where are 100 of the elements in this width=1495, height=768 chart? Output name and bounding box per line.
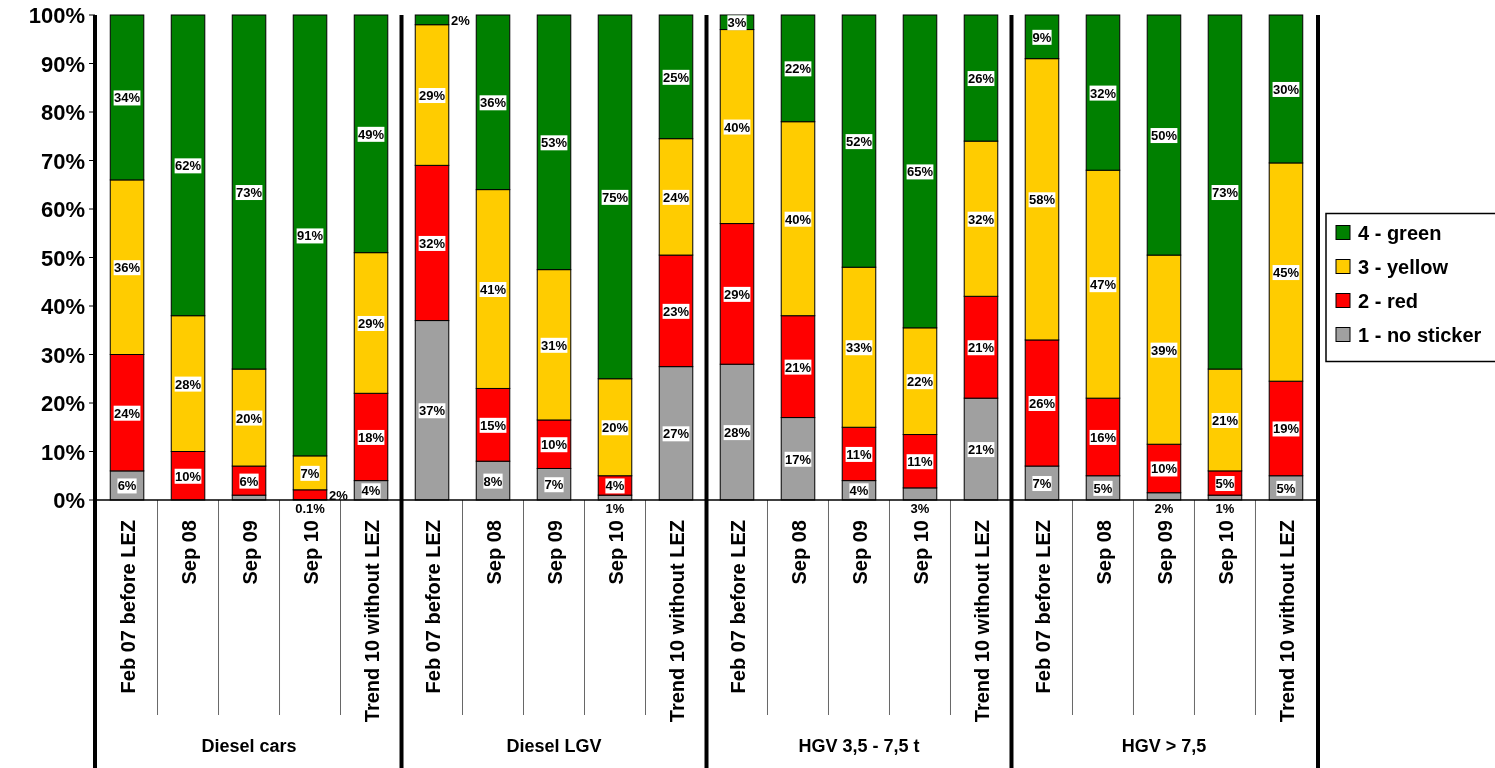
data-label: 21% [1211, 412, 1239, 428]
data-label: 1% [605, 501, 625, 516]
data-label: 50% [1150, 128, 1178, 144]
data-label: 7% [1032, 476, 1052, 492]
data-label: 20% [601, 420, 629, 436]
x-tick-label: Sep 10 [605, 520, 627, 585]
data-label: 47% [1089, 277, 1117, 293]
x-tick-label: Sep 10 [909, 520, 932, 585]
data-label: 16% [1089, 429, 1117, 445]
data-label: 5% [1276, 480, 1296, 496]
y-tick-label: 0% [53, 488, 85, 513]
y-tick-label: 10% [40, 439, 85, 465]
data-label: 73% [236, 185, 263, 201]
y-tick-label: 20% [40, 391, 85, 416]
legend-label: 4 - green [1358, 221, 1442, 244]
data-label: 2% [450, 12, 471, 28]
data-label: 21% [967, 442, 995, 458]
y-tick-label: 80% [40, 100, 85, 125]
data-label: 7% [544, 477, 564, 493]
text: Diesel LGV [506, 736, 602, 756]
x-tick-label: Sep 09 [544, 520, 567, 585]
data-label: 21% [784, 359, 812, 375]
y-tick-label: 90% [40, 51, 85, 77]
data-label: 3% [910, 501, 930, 516]
data-label: 7% [300, 465, 320, 481]
data-label: 36% [479, 95, 507, 111]
data-label: 29% [358, 315, 385, 331]
data-label: 40% [784, 211, 812, 227]
text: HGV > 7,5 [1121, 736, 1207, 756]
x-tick-label: Feb 07 before LEZ [117, 520, 140, 694]
data-label: 39% [1150, 342, 1178, 358]
data-label: 75% [601, 189, 629, 205]
data-label: 10% [540, 437, 568, 453]
data-label: 32% [1089, 85, 1117, 101]
x-tick-label: Sep 08 [788, 520, 810, 585]
data-label: 41% [479, 282, 507, 298]
text: Diesel cars [201, 736, 297, 756]
data-label: 91% [297, 228, 324, 244]
data-label: 24% [114, 405, 141, 421]
data-label: 32% [967, 211, 995, 227]
data-label: 20% [236, 410, 263, 426]
data-label: 49% [358, 126, 385, 142]
data-label: 40% [723, 119, 751, 135]
data-label: 26% [967, 71, 995, 87]
data-label: 21% [967, 340, 995, 356]
x-tick-label: Sep 08 [178, 520, 201, 585]
legend-label: 3 - yellow [1358, 255, 1449, 278]
data-label: 28% [723, 425, 751, 441]
x-tick-label: Feb 07 before LEZ [1031, 520, 1054, 694]
data-label: 30% [1272, 81, 1300, 97]
data-label: 10% [175, 468, 202, 484]
text: HGV 3,5 - 7,5 t [798, 736, 920, 756]
data-label: 18% [358, 429, 385, 445]
data-label: 2% [328, 487, 349, 503]
x-tick-label: Sep 10 [1214, 520, 1237, 585]
data-label: 73% [1211, 185, 1239, 201]
data-label: 58% [1028, 192, 1056, 208]
x-tick-label: Sep 09 [239, 520, 262, 585]
data-label: 65% [906, 164, 934, 180]
y-tick-label: 60% [40, 197, 85, 222]
x-tick-label: Sep 08 [483, 520, 506, 585]
data-label: 6% [117, 478, 137, 494]
data-label: 34% [114, 90, 141, 106]
data-label: 37% [419, 403, 446, 419]
data-label: 4% [849, 483, 869, 499]
y-tick-label: 30% [40, 342, 85, 368]
data-label: 24% [662, 189, 690, 205]
data-label: 36% [114, 260, 141, 276]
data-label: 11% [846, 446, 873, 462]
x-tick-label: Sep 10 [300, 520, 323, 585]
data-label: 27% [662, 426, 690, 442]
data-label: 3% [727, 15, 747, 31]
data-label: 25% [662, 69, 690, 85]
data-label: 62% [175, 158, 202, 174]
y-tick-label: 100% [28, 3, 85, 28]
data-label: 4% [361, 483, 381, 499]
x-tick-label: Trend 10 without LEZ [1275, 520, 1298, 723]
x-tick-label: Feb 07 before LEZ [727, 520, 749, 694]
data-label: 5% [1093, 480, 1113, 496]
data-label: 22% [784, 61, 812, 77]
data-label: 4% [605, 478, 625, 494]
y-tick-label: 50% [40, 245, 85, 271]
data-label: 2% [1154, 501, 1174, 516]
x-tick-label: Sep 08 [1092, 520, 1115, 585]
data-label: 22% [906, 374, 934, 390]
data-label: 15% [479, 417, 507, 433]
data-label: 45% [1272, 265, 1300, 281]
data-label: 28% [175, 376, 202, 392]
data-label: 31% [540, 337, 568, 353]
x-tick-label: Trend 10 without LEZ [361, 520, 384, 723]
data-label: 10% [1150, 461, 1178, 477]
data-label: 53% [540, 135, 568, 151]
data-label: 33% [845, 340, 873, 356]
y-tick-label: 40% [40, 294, 85, 319]
data-label: 0.1% [295, 501, 326, 516]
data-label: 26% [1028, 396, 1056, 411]
legend-label: 2 - red [1358, 289, 1419, 312]
y-tick-label: 70% [40, 148, 85, 174]
x-tick-label: Trend 10 without LEZ [666, 520, 688, 723]
data-label: 23% [662, 303, 690, 319]
